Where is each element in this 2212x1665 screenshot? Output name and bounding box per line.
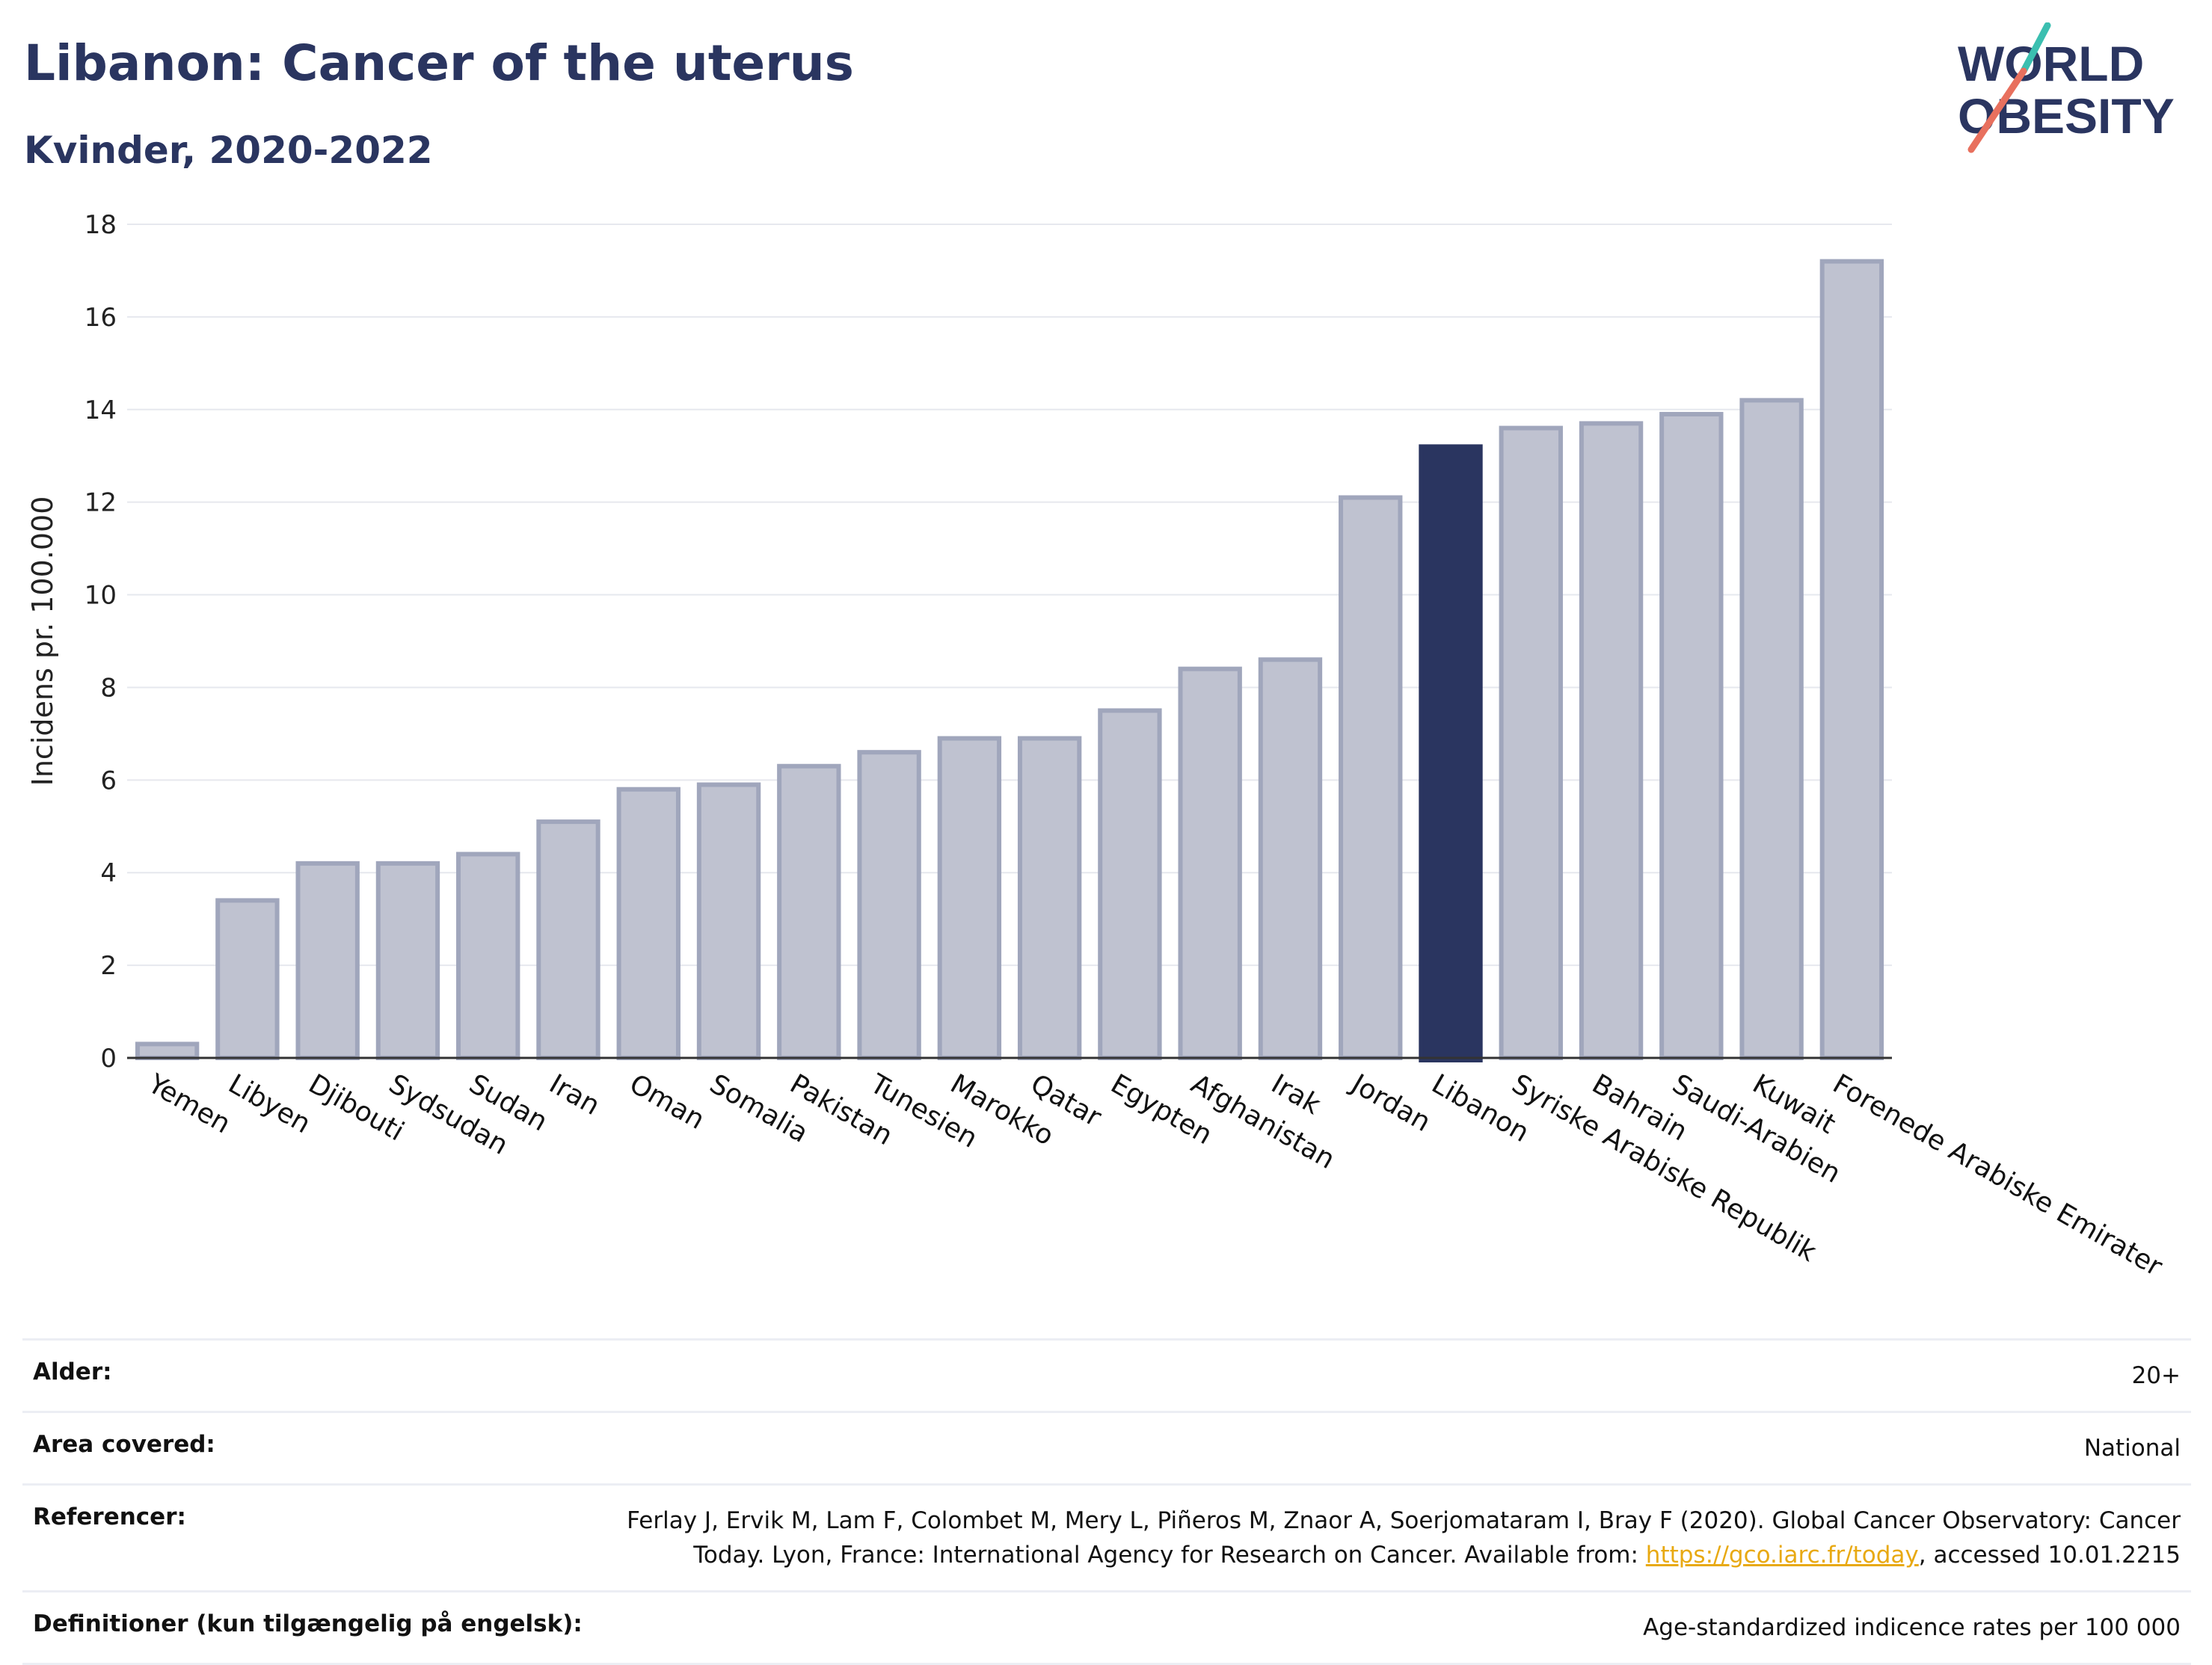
x-tick-label: Oman [624,1068,710,1136]
bar [616,787,681,1060]
world-obesity-logo: WORLD OBESITY [1958,22,2175,153]
logo-slash-bottom [1967,67,2027,153]
info-label-area: Area covered: [33,1431,215,1458]
bar [937,736,1002,1060]
bar [777,763,841,1060]
y-tick-label: 0 [100,1044,117,1074]
bar [1659,411,1724,1060]
chart-subtitle: Kvinder, 2020-2022 [24,129,433,172]
info-value-area: National [2083,1435,2181,1462]
reference-accessed: , accessed 10.01.2215 [1918,1542,2181,1569]
y-tick-label: 18 [85,210,117,240]
y-tick-label: 10 [85,581,117,611]
bar [135,1041,200,1060]
bar [456,852,520,1060]
bar [1499,425,1563,1060]
y-tick-label: 4 [100,858,117,888]
x-tick-label: Iran [544,1068,605,1121]
reference-text: Ferlay J, Ervik M, Lam F, Colombet M, Me… [627,1507,2181,1569]
y-axis-label: Incidens pr. 100.000 [26,496,59,787]
x-tick-label: Forenede Arabiske Emirater [1828,1068,2168,1282]
bar [1098,708,1162,1061]
info-row-age: Alder: 20+ [22,1338,2191,1411]
y-tick-label: 16 [85,303,117,333]
bar [1739,398,1804,1060]
info-value-references: Ferlay J, Ervik M, Lam F, Colombet M, Me… [550,1504,2181,1572]
bar [1579,421,1644,1061]
bar [295,861,360,1060]
reference-link[interactable]: https://gco.iarc.fr/today [1645,1542,1919,1569]
info-value-definitions: Age-standardized indicence rates per 100… [1643,1614,2181,1641]
info-row-definitions: Definitioner (kun tilgængelig på engelsk… [22,1590,2191,1665]
chart-title: Libanon: Cancer of the uterus [24,34,854,92]
bar [1017,736,1082,1060]
bar [375,861,440,1060]
bar [1819,259,1884,1061]
logo-slash-top [2020,22,2051,75]
logo-line-1: WORLD [1958,36,2144,91]
info-table: Alder: 20+ Area covered: National Refere… [22,1338,2191,1665]
bar [1339,495,1403,1060]
info-label-age: Alder: [33,1358,112,1385]
bar [536,819,600,1060]
y-tick-label: 8 [100,673,117,703]
info-label-definitions: Definitioner (kun tilgængelig på engelsk… [33,1610,583,1637]
bar-chart: 0 2 4 6 8 10 12 14 16 18 Incidens pr. 100.000 Yemen… [26,210,2168,1282]
y-tick-label: 6 [100,766,117,795]
x-tick-label: Yemen [142,1068,236,1140]
bar [1178,666,1242,1060]
bar [215,898,280,1061]
x-tick-label: Jordan [1345,1068,1435,1138]
y-tick-label: 2 [100,951,117,981]
bar [857,750,921,1061]
y-tick-label: 12 [85,488,117,518]
info-row-references: Referencer: Ferlay J, Ervik M, Lam F, Co… [22,1483,2191,1590]
bar [1258,657,1323,1060]
info-row-area: Area covered: National [22,1411,2191,1483]
bar [1419,444,1483,1063]
x-tick-label: Libyen [223,1068,316,1139]
info-value-age: 20+ [2131,1362,2181,1389]
bar [696,782,761,1060]
info-label-references: Referencer: [33,1504,186,1530]
y-tick-label: 14 [85,396,117,425]
